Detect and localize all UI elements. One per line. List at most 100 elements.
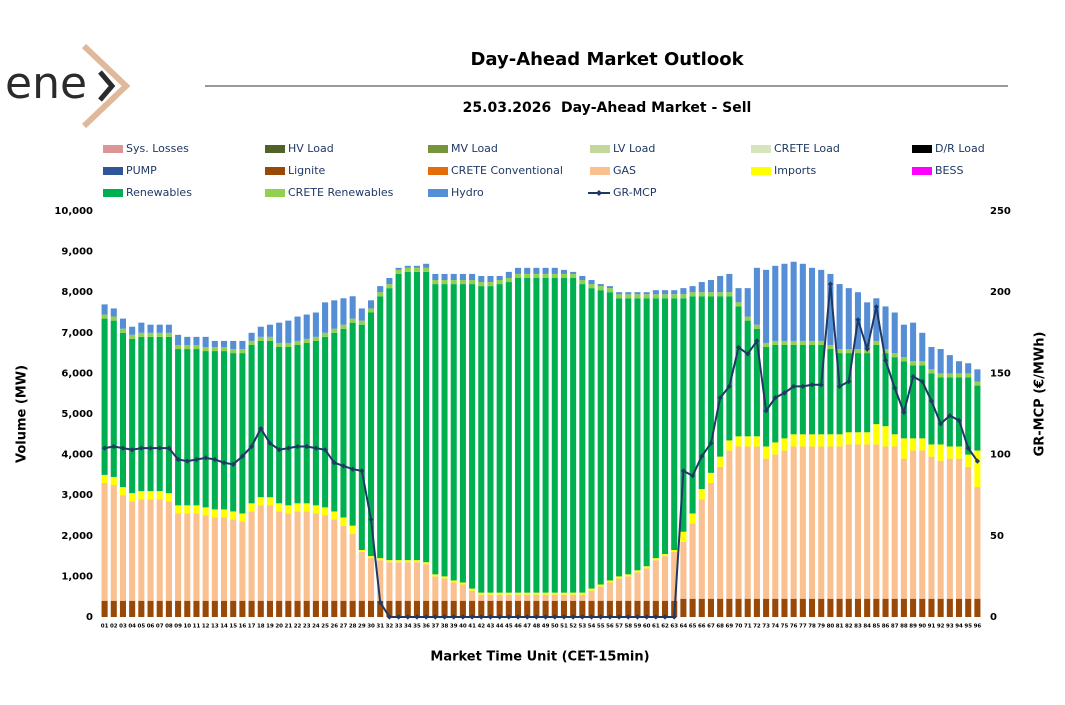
bar-segment <box>138 499 145 601</box>
x-tick-label: 34 <box>404 624 412 630</box>
chart-title: Day-Ahead Market Outlook <box>470 49 744 70</box>
legend-swatch <box>912 167 932 175</box>
x-tick-label: 33 <box>395 624 403 630</box>
bar-segment <box>781 263 788 341</box>
y-tick-label: 1,000 <box>61 571 93 582</box>
bar-segment <box>294 316 301 341</box>
bar-segment <box>965 377 972 455</box>
bar-segment <box>404 560 411 563</box>
bar-segment <box>772 340 779 345</box>
bar-segment <box>450 280 457 285</box>
x-tick-label: 11 <box>193 624 201 630</box>
line-marker <box>919 378 925 385</box>
bar-segment <box>110 600 117 617</box>
x-tick-label: 79 <box>817 624 825 630</box>
bar-segment <box>230 519 237 601</box>
legend-swatch <box>596 190 602 196</box>
bar-segment <box>478 275 485 283</box>
bar-segment <box>643 600 650 617</box>
bar-segment <box>726 296 733 441</box>
bar-segment <box>753 267 760 325</box>
bar-segment <box>542 592 549 595</box>
y-axis-label: Volume (MW) <box>15 365 30 463</box>
bar-segment <box>680 531 687 542</box>
bar-segment <box>689 292 696 297</box>
bar-segment <box>432 280 439 285</box>
line-marker <box>166 445 172 451</box>
bar-segment <box>469 273 476 281</box>
line-marker <box>956 417 962 424</box>
bar-segment <box>377 296 384 559</box>
bar-segment <box>230 340 237 350</box>
line-marker <box>322 447 328 453</box>
bar-segment <box>478 600 485 617</box>
x-tick-label: 12 <box>202 624 210 630</box>
x-tick-label: 87 <box>891 624 899 630</box>
bar-segment <box>469 600 476 617</box>
bar-segment <box>560 600 568 617</box>
bar-segment <box>661 600 669 617</box>
line-marker <box>524 614 530 620</box>
line-marker <box>745 351 751 357</box>
bar-segment <box>432 284 439 575</box>
bar-segment <box>110 308 117 317</box>
line-marker <box>451 614 457 620</box>
bar-segment <box>744 436 751 447</box>
bar-segment <box>661 294 669 299</box>
bar-segment <box>202 600 209 617</box>
bar-segment <box>441 578 448 601</box>
line-marker <box>901 409 907 415</box>
bar-segment <box>707 472 715 484</box>
bar-segment <box>441 280 448 285</box>
bar-segment <box>707 598 715 617</box>
bar-segment <box>340 324 347 329</box>
bar-segment <box>873 444 880 599</box>
bar-segment <box>772 442 779 455</box>
legend-label: GAS <box>613 164 636 177</box>
bar-segment <box>129 493 136 502</box>
bar-segment <box>349 533 356 601</box>
bar-segment <box>579 284 586 593</box>
bar-segment <box>661 290 669 295</box>
bar-segment <box>129 600 136 617</box>
x-tick-label: 91 <box>928 624 936 630</box>
bar-segment <box>808 434 816 447</box>
x-tick-label: 28 <box>349 624 357 630</box>
line-marker <box>708 440 714 446</box>
bar-segment <box>946 373 953 378</box>
bar-segment <box>790 434 797 447</box>
x-tick-label: 90 <box>918 624 926 630</box>
bar-segment <box>744 288 751 317</box>
bar-segment <box>551 592 558 595</box>
bar-segment <box>680 298 687 532</box>
line-marker <box>818 382 824 388</box>
bar-segment <box>735 306 742 437</box>
x-tick-label: 68 <box>716 624 724 630</box>
line-marker <box>800 383 806 389</box>
legend-swatch <box>912 145 932 153</box>
bar-segment <box>524 592 531 595</box>
bar-segment <box>974 385 981 451</box>
bar-segment <box>588 600 595 617</box>
line-marker <box>405 614 411 620</box>
bar-segment <box>625 600 632 617</box>
x-tick-label: 32 <box>386 624 394 630</box>
bar-segment <box>781 450 788 599</box>
bar-segment <box>193 336 200 345</box>
bar-segment <box>836 434 843 447</box>
bar-segment <box>175 513 182 601</box>
bar-segment <box>129 501 136 601</box>
line-marker <box>772 395 778 401</box>
bar-segment <box>652 290 659 295</box>
y2-tick-label: 50 <box>990 531 1004 542</box>
bar-segment <box>285 505 292 514</box>
bar-segment <box>156 324 163 333</box>
bar-segment <box>404 267 411 272</box>
bar-segment <box>955 373 963 378</box>
bar-segment <box>643 294 650 299</box>
line-marker <box>497 614 503 620</box>
x-tick-label: 94 <box>955 624 963 630</box>
bar-segment <box>570 271 577 274</box>
bar-segment <box>827 349 834 435</box>
